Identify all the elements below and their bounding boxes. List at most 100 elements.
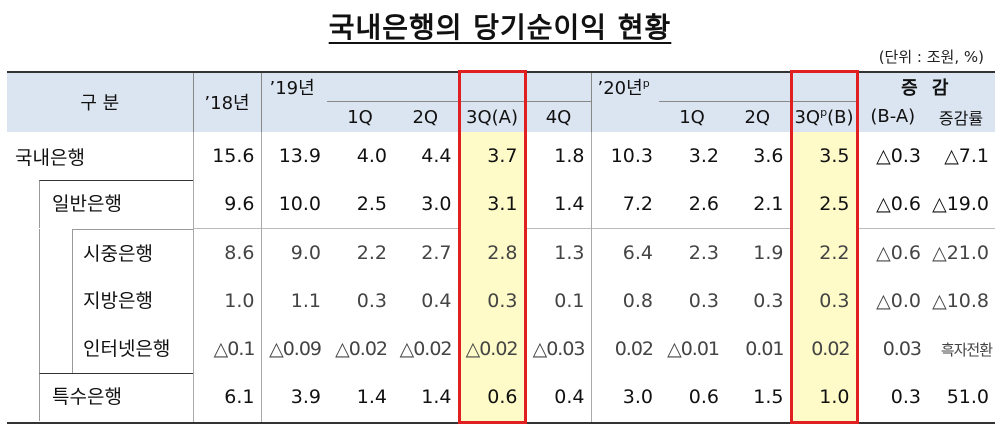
header-change: 증 감 <box>856 70 996 102</box>
cell: △0.03 <box>532 338 586 360</box>
table-row: 인터넷은행 △0.1 △0.09 △0.02 △0.02 △0.02 △0.03… <box>7 325 995 373</box>
cell: 15.6 <box>192 132 261 180</box>
cell: 0.3 <box>688 290 719 312</box>
header-2020-2q: 2Q <box>725 101 791 132</box>
cell: △0.02 <box>335 338 388 360</box>
table-row: 시중은행 8.6 9.0 2.2 2.7 2.8 1.3 6.4 2.3 1.9… <box>7 228 996 278</box>
cell-highlight: 3.5 <box>789 132 859 180</box>
header-2020: ’20년p <box>591 70 659 102</box>
cell: 0.8 <box>590 277 659 325</box>
header-row-1: 구 분 ’18년 ’19년 ’20년p 증 감 <box>7 70 996 132</box>
row-label: 국내은행 <box>15 146 85 169</box>
row-label: 지방은행 <box>83 290 153 312</box>
cell: 2.1 <box>753 193 784 215</box>
cell: 2.3 <box>659 228 725 277</box>
cell: 9.6 <box>192 180 261 229</box>
row-label: 시중은행 <box>83 242 153 265</box>
header-2019-2q: 2Q <box>393 101 459 132</box>
cell-highlight: 0.3 <box>789 277 859 325</box>
cell: 0.6 <box>659 373 725 424</box>
cell: 4.4 <box>421 145 452 167</box>
header-2018: ’18년 <box>192 70 261 132</box>
cell-highlight: 2.8 <box>457 228 527 277</box>
cell: △10.8 <box>932 290 990 312</box>
cell: 흑자전환 <box>940 340 993 359</box>
cell: 1.1 <box>260 277 327 325</box>
header-change-formula: (B-A) <box>856 101 927 132</box>
cell: 4.0 <box>356 145 387 167</box>
table-row: 특수은행 6.1 3.9 1.4 1.4 0.6 0.4 3.0 0.6 1.5… <box>7 373 996 424</box>
cell: 2.2 <box>327 228 393 277</box>
header-2019: ’19년 <box>260 70 327 102</box>
cell-highlight: △0.02 <box>457 325 527 373</box>
cell: 0.01 <box>745 338 784 360</box>
cell: 3.9 <box>260 373 327 424</box>
cell: 2.5 <box>356 193 387 215</box>
cell: 0.1 <box>554 290 585 312</box>
table-row: 지방은행 1.0 1.1 0.3 0.4 0.3 0.1 0.8 0.3 0.3… <box>7 277 995 325</box>
cell: △21.0 <box>927 228 996 277</box>
cell: 8.6 <box>192 228 261 277</box>
cell-highlight: 0.02 <box>789 325 859 373</box>
cell: △0.0 <box>856 277 927 325</box>
cell: 0.03 <box>856 325 927 373</box>
cell: △0.09 <box>260 325 327 373</box>
header-2019-3q-a: 3Q(A) <box>457 101 527 132</box>
cell: 6.4 <box>590 228 659 277</box>
cell: 1.0 <box>192 277 261 325</box>
cell-highlight: 1.0 <box>789 373 859 424</box>
cell: 1.9 <box>725 228 791 277</box>
header-rate: 증감률 <box>927 101 996 132</box>
cell: △0.1 <box>192 325 261 373</box>
cell: △0.6 <box>856 228 927 277</box>
cell: △0.6 <box>856 180 927 229</box>
cell: 6.1 <box>192 373 261 424</box>
cell-highlight: 0.3 <box>457 277 527 325</box>
cell: △0.01 <box>667 338 720 360</box>
cell: 1.4 <box>327 373 393 424</box>
cell: 1.4 <box>554 193 585 215</box>
row-label: 일반은행 <box>52 193 122 216</box>
cell: 9.0 <box>260 228 327 277</box>
cell: 7.2 <box>590 180 659 229</box>
cell: 2.7 <box>393 228 459 277</box>
page-title: 국내은행의 당기순이익 현황 <box>328 11 672 44</box>
cell: △19.0 <box>932 193 990 215</box>
cell: 0.4 <box>421 290 452 312</box>
cell: 3.0 <box>421 193 452 215</box>
cell: 1.3 <box>525 228 591 277</box>
cell: △7.1 <box>944 145 990 167</box>
cell-highlight: 2.5 <box>789 180 859 229</box>
cell: 0.3 <box>856 373 927 424</box>
cell-highlight: 3.1 <box>457 180 527 229</box>
cell: 2.6 <box>688 193 719 215</box>
row-label: 특수은행 <box>52 386 122 409</box>
cell-highlight: 2.2 <box>789 228 859 277</box>
cell: 13.9 <box>260 132 327 180</box>
table-row: 국내은행 15.6 13.9 4.0 4.4 3.7 1.8 10.3 3.2 … <box>7 132 995 180</box>
cell-highlight: 3.7 <box>457 132 527 180</box>
header-2019-1q: 1Q <box>327 101 393 132</box>
cell: 1.4 <box>393 373 459 424</box>
cell: 0.4 <box>525 373 591 424</box>
cell: 51.0 <box>927 373 996 424</box>
unit-note: (단위 : 조원, %) <box>878 48 984 66</box>
header-2020-1q: 1Q <box>659 101 725 132</box>
cell: 0.02 <box>590 325 659 373</box>
header-category: 구 분 <box>7 70 193 132</box>
header-2019-4q: 4Q <box>525 101 592 132</box>
cell-highlight: 0.6 <box>457 373 527 424</box>
cell: 1.8 <box>554 145 585 167</box>
cell: 1.5 <box>725 373 791 424</box>
header-row-2: 1Q 2Q 3Q(A) 4Q 1Q 2Q 3Qp(B) (B-A) 증감률 <box>7 101 996 132</box>
header-2020-3q-b: 3Qp(B) <box>789 101 859 132</box>
cell: △0.02 <box>399 338 453 360</box>
cell: 3.6 <box>753 145 784 167</box>
row-label: 인터넷은행 <box>83 338 171 360</box>
cell: △0.3 <box>856 132 927 180</box>
cell: 10.3 <box>590 132 659 180</box>
net-income-table: 구 분 ’18년 ’19년 ’20년p 증 감 1Q 2Q 3Q(A) 4Q 1… <box>7 70 996 424</box>
cell: 3.2 <box>688 145 719 167</box>
cell: 0.3 <box>753 290 784 312</box>
cell: 0.3 <box>356 290 387 312</box>
